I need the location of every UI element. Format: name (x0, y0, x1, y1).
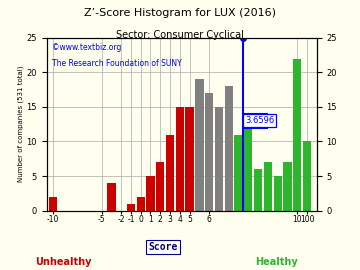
Bar (205, 93, 213, 211)
Bar (234, 134, 243, 211)
Bar (136, 197, 145, 211)
Bar (107, 183, 116, 211)
Text: Score: Score (148, 242, 177, 252)
Bar (156, 162, 165, 211)
Bar (166, 134, 174, 211)
Text: Healthy: Healthy (255, 257, 298, 267)
Bar (185, 107, 194, 211)
Bar (146, 176, 155, 211)
Bar (225, 86, 233, 211)
Bar (264, 162, 272, 211)
Text: Sector: Consumer Cyclical: Sector: Consumer Cyclical (116, 30, 244, 40)
Bar (274, 176, 282, 211)
Text: The Research Foundation of SUNY: The Research Foundation of SUNY (52, 59, 182, 68)
Bar (215, 107, 223, 211)
Y-axis label: Number of companies (531 total): Number of companies (531 total) (17, 66, 24, 183)
Bar (127, 204, 135, 211)
Bar (195, 79, 203, 211)
Text: Z’-Score Histogram for LUX (2016): Z’-Score Histogram for LUX (2016) (84, 8, 276, 18)
Bar (49, 197, 57, 211)
Text: 3.6596: 3.6596 (245, 116, 274, 125)
Text: ©www.textbiz.org: ©www.textbiz.org (52, 43, 122, 52)
Bar (254, 169, 262, 211)
Bar (303, 141, 311, 211)
Bar (283, 162, 292, 211)
Bar (293, 59, 301, 211)
Text: Unhealthy: Unhealthy (35, 257, 91, 267)
Bar (244, 128, 252, 211)
Bar (176, 107, 184, 211)
